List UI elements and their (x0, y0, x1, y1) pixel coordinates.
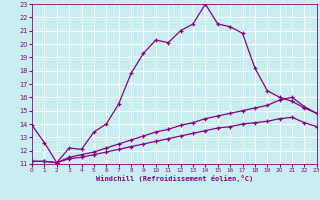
X-axis label: Windchill (Refroidissement éolien,°C): Windchill (Refroidissement éolien,°C) (96, 175, 253, 182)
